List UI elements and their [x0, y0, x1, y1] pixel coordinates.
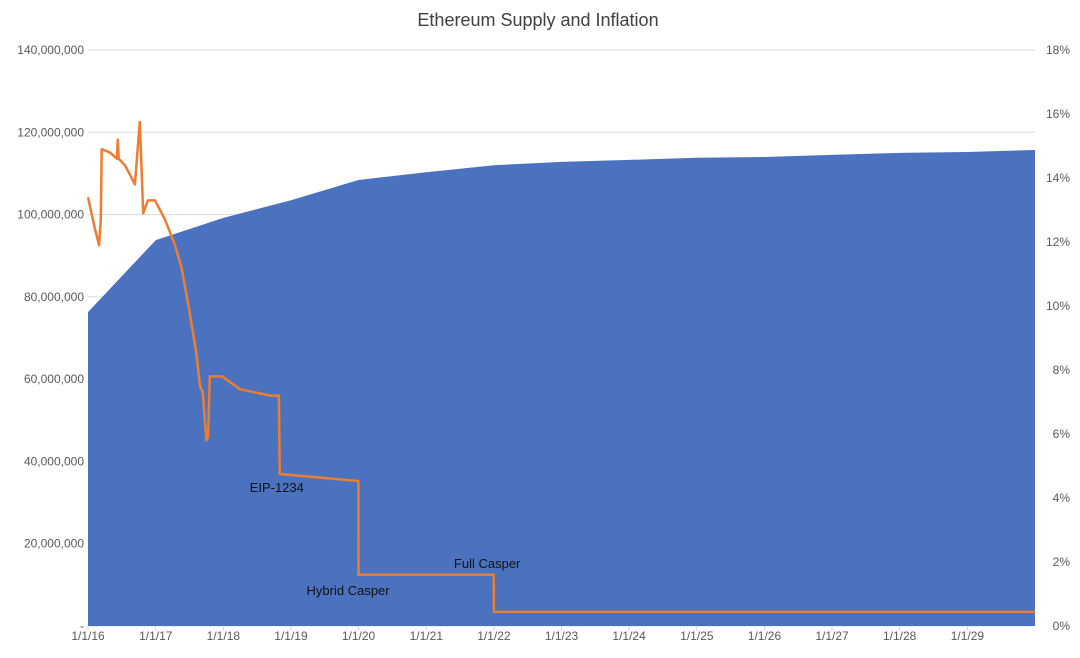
y-right-tick-label: 10% [1046, 299, 1070, 313]
x-tick-label: 1/1/29 [951, 629, 985, 643]
y-left-tick-label: 80,000,000 [24, 290, 84, 304]
y-right-tick-label: 18% [1046, 43, 1070, 57]
y-left-tick-label: - [80, 619, 84, 633]
x-tick-label: 1/1/26 [748, 629, 782, 643]
x-tick-label: 1/1/18 [207, 629, 241, 643]
x-tick-label: 1/1/16 [71, 629, 105, 643]
y-left-tick-label: 120,000,000 [17, 125, 84, 139]
inflation-line [86, 120, 1035, 614]
x-tick-label: 1/1/21 [410, 629, 444, 643]
y-left-tick-label: 20,000,000 [24, 537, 84, 551]
y-left-tick-label: 140,000,000 [17, 43, 84, 57]
chart-title: Ethereum Supply and Inflation [417, 10, 658, 30]
y-right-tick-label: 12% [1046, 235, 1070, 249]
x-tick-label: 1/1/25 [680, 629, 714, 643]
y-right-tick-label: 2% [1053, 555, 1071, 569]
x-tick-label: 1/1/17 [139, 629, 173, 643]
supply-area [88, 149, 1035, 626]
annotation-label: EIP-1234 [250, 480, 304, 495]
x-tick-label: 1/1/28 [883, 629, 917, 643]
y-left-tick-label: 40,000,000 [24, 454, 84, 468]
x-tick-label: 1/1/22 [477, 629, 511, 643]
y-right-tick-label: 4% [1053, 491, 1071, 505]
x-tick-label: 1/1/19 [274, 629, 308, 643]
x-tick-label: 1/1/24 [612, 629, 646, 643]
x-tick-label: 1/1/23 [545, 629, 579, 643]
x-tick-label: 1/1/20 [342, 629, 376, 643]
y-right-tick-label: 16% [1046, 107, 1070, 121]
annotation-label: Full Casper [454, 556, 521, 571]
y-right-tick-label: 14% [1046, 171, 1070, 185]
y-right-tick-label: 6% [1053, 427, 1071, 441]
y-right-tick-label: 0% [1053, 619, 1071, 633]
x-tick-label: 1/1/27 [815, 629, 849, 643]
y-left-tick-label: 100,000,000 [17, 208, 84, 222]
annotation-label: Hybrid Casper [307, 583, 391, 598]
y-right-tick-label: 8% [1053, 363, 1071, 377]
y-left-tick-label: 60,000,000 [24, 372, 84, 386]
